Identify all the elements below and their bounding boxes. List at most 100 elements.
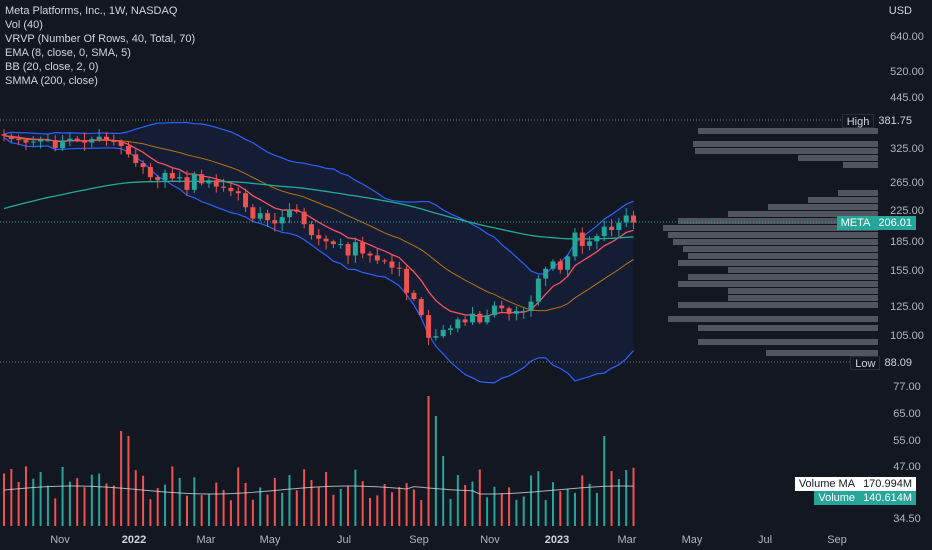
volume-bar <box>500 493 503 526</box>
profile-row <box>808 197 878 203</box>
smma-line <box>3 180 634 240</box>
volume-bar <box>178 477 181 526</box>
volume-bar <box>171 466 174 526</box>
volume-bar <box>215 482 218 526</box>
symbol-tag: META 206.01 <box>836 216 916 230</box>
legend-vrvp[interactable]: VRVP (Number Of Rows, 40, Total, 70) <box>5 33 196 45</box>
volume-bar <box>288 475 291 526</box>
price-tick-label: 65.00 <box>893 408 921 420</box>
legend-bb[interactable]: BB (20, close, 2, 0) <box>5 61 99 73</box>
time-tick-label: Mar <box>618 534 637 546</box>
candle-body <box>52 140 58 149</box>
volume-bar <box>186 495 188 526</box>
candle-body <box>448 328 454 330</box>
candle-body <box>308 224 314 236</box>
price-tick-label: 155.00 <box>890 265 924 277</box>
volume-bar <box>237 467 240 526</box>
candle-body <box>89 139 95 143</box>
high-value: 381.75 <box>874 114 916 128</box>
candle-body <box>352 242 358 256</box>
candle-body <box>535 278 541 302</box>
candle-body <box>265 213 271 221</box>
candle-body <box>169 172 175 179</box>
candle-body <box>513 310 519 314</box>
volume-bar <box>588 483 591 526</box>
candle-body <box>411 292 417 300</box>
candle-body <box>206 180 212 184</box>
candle-body <box>1 134 7 136</box>
volume-bar <box>420 500 423 526</box>
candle-body <box>272 220 278 224</box>
legend-smma[interactable]: SMMA (200, close) <box>5 75 98 87</box>
volume-bar <box>266 494 269 526</box>
volume-bar <box>412 489 415 526</box>
profile-row <box>668 232 878 238</box>
profile-row <box>838 190 878 196</box>
profile-row <box>843 162 878 168</box>
candle-body <box>631 215 637 223</box>
candle-body <box>623 215 629 223</box>
volume-bar <box>229 500 232 526</box>
price-tick-label: 105.00 <box>890 330 924 342</box>
volume-ma-line <box>3 485 634 495</box>
candle-body <box>67 138 73 142</box>
volume-bar <box>559 491 562 526</box>
profile-row <box>698 339 878 345</box>
candle-body <box>199 174 205 184</box>
candle-body <box>162 172 168 181</box>
volume-bar <box>156 488 159 526</box>
bollinger-area <box>4 122 634 383</box>
price-tick-label: 325.00 <box>890 143 924 155</box>
volume-bar <box>471 481 474 526</box>
profile-row <box>678 302 878 308</box>
volume-bar <box>544 499 547 526</box>
candle-body <box>345 244 351 256</box>
volume-bar <box>581 475 584 526</box>
candle-body <box>389 261 395 268</box>
symbol-title[interactable]: Meta Platforms, Inc., 1W, NASDAQ <box>5 5 178 17</box>
volume-bar <box>522 496 525 526</box>
profile-row <box>663 225 878 231</box>
profile-row <box>688 253 878 259</box>
volume-bars <box>3 396 635 526</box>
volume-bar <box>595 492 598 526</box>
volume-bar <box>127 436 130 526</box>
volume-bar <box>405 483 408 526</box>
volume-bar <box>164 484 167 526</box>
candle-body <box>477 313 483 323</box>
symbol-label: META <box>836 216 875 230</box>
candle-body <box>228 187 234 192</box>
candle-body <box>96 136 102 140</box>
time-tick-label: 2022 <box>122 534 146 546</box>
bollinger-lower <box>3 137 634 384</box>
volume-bar <box>486 497 489 526</box>
time-tick-label: Jul <box>337 534 351 546</box>
legend-ema[interactable]: EMA (8, close, 0, SMA, 5) <box>5 47 131 59</box>
currency-label[interactable]: USD <box>888 5 912 17</box>
bollinger-fill <box>4 122 634 383</box>
time-tick-label: Jul <box>758 534 772 546</box>
volume-bar <box>566 488 569 526</box>
time-axis[interactable]: Nov 2022 Mar May Jul Sep Nov 2023 Mar May Jul Sep <box>50 534 847 546</box>
candle-body <box>521 310 527 312</box>
high-tag: High 381.75 <box>841 114 916 128</box>
volume-bar <box>251 499 254 526</box>
volume-ma-label: Volume MA <box>794 477 860 491</box>
profile-row <box>698 325 878 331</box>
volume-bar <box>610 471 613 526</box>
volume-bar <box>46 485 49 526</box>
volume-bar <box>259 487 262 526</box>
price-axis[interactable]: 640.00 520.00 445.00 325.00 265.00 225.00 185.… <box>890 31 924 525</box>
price-tick-label: 640.00 <box>890 31 924 43</box>
volume-label: Volume <box>814 491 860 505</box>
profile-row <box>728 288 878 294</box>
candle-body <box>484 315 490 323</box>
low-tag: Low 88.09 <box>850 356 916 370</box>
candle-body <box>543 268 549 279</box>
candle-body <box>609 226 615 231</box>
candle-body <box>455 319 461 329</box>
candle-body <box>16 139 22 141</box>
time-tick-label: Sep <box>409 534 429 546</box>
legend-vol[interactable]: Vol (40) <box>5 19 43 31</box>
